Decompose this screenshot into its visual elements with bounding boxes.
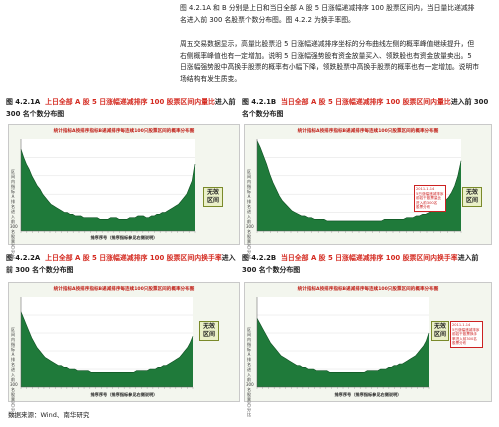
x-axis-label: 排序序号（排序指标参见右侧说明） xyxy=(90,392,158,397)
chart-panel-4-2-2a: 统计指标A按排序指标B递减排序每连续100只股票区间的概率分布图 区间内指标A排… xyxy=(8,282,240,417)
y-axis-label: 区间内指标A排名进入前300名股票百分比 xyxy=(10,169,18,259)
body-paragraph-1: 图 4.2.1A 和 B 分别是上日和当日全部 A 股 5 日涨幅递减排序 10… xyxy=(180,4,475,24)
data-source-note: 数据来源：Wind、南华研究 xyxy=(8,411,90,419)
y-axis-label: 区间内指标A排名进入前300名股票百分比 xyxy=(246,327,254,417)
series-area xyxy=(21,149,195,231)
invalid-range-badge: 无效 区间 xyxy=(462,187,482,207)
chart-title: 统计指标A按排序指标B递减排序每连续100只股票区间的概率分布图 xyxy=(53,129,195,134)
invalid-range-badge: 无效 区间 xyxy=(199,321,219,341)
series-line xyxy=(20,311,194,373)
series-line xyxy=(256,140,462,222)
series-line xyxy=(256,318,430,373)
invalid-range-badge: 无效 区间 xyxy=(431,321,449,341)
chart-title: 统计指标A按排序指标B递减排序每连续100只股票区间的概率分布图 xyxy=(53,287,195,292)
series-area xyxy=(257,140,461,231)
y-axis-label: 区间内指标A排名进入前300名股票百分比 xyxy=(10,327,18,417)
x-axis-label: 排序序号（排序指标参见右侧说明） xyxy=(334,392,402,397)
body-paragraph-2: 周五交易数据显示，高量比股票沿 5 日涨幅递减排序坐标的分布曲线左侧的概率峰值继… xyxy=(180,40,480,83)
area-chart xyxy=(20,139,196,233)
chart-title: 统计指标A按排序指标B递减排序每连续100只股票区间的概率分布图 xyxy=(297,287,439,292)
series-area xyxy=(21,311,193,387)
chart-annotation: 2011.1.14 5日涨幅递减排序 前若干股票量比 进入前300名 股票分布 xyxy=(414,185,446,212)
chart-panel-4-2-2b: 统计指标A按排序指标B递减排序每连续100只股票区间的概率分布图 区间内指标A排… xyxy=(244,282,492,417)
x-axis-label: 排序序号（排序指标参见右侧说明） xyxy=(90,235,158,240)
figure-caption-4-2-2a: 图 4.2.2A 上日全部 A 股 5 日涨幅递减排序 100 股票区间内换手率… xyxy=(6,254,236,274)
area-chart xyxy=(256,297,430,389)
invalid-range-badge: 无效 区间 xyxy=(203,187,223,207)
chart-panel-4-2-1a: 统计指标A按排序指标B递减排序每连续100只股票区间的概率分布图 区间内指标A排… xyxy=(8,124,240,259)
chart-title: 统计指标A按排序指标B递减排序每连续100只股票区间的概率分布图 xyxy=(297,129,439,134)
figure-caption-4-2-2b: 图 4.2.2B 当日全部 A 股 5 日涨幅递减排序 100 股票区间内换手率… xyxy=(242,254,479,274)
chart-panel-4-2-1b: 统计指标A按排序指标B递减排序每连续100只股票区间的概率分布图 区间内指标A排… xyxy=(244,124,492,259)
area-chart xyxy=(256,139,462,233)
series-line xyxy=(20,148,196,220)
area-chart xyxy=(20,297,194,389)
y-axis-label: 区间内指标A排名进入前300名股票百分比 xyxy=(246,169,254,259)
figure-caption-4-2-1b: 图 4.2.1B 当日全部 A 股 5 日涨幅递减排序 100 股票区间内量比进… xyxy=(242,98,489,118)
chart-annotation: 2011.1.14 5日涨幅递减排序 前若干股票换手 率进入前300名 股票分布 xyxy=(450,321,483,348)
figure-caption-4-2-1a: 图 4.2.1A 上日全部 A 股 5 日涨幅递减排序 100 股票区间内量比进… xyxy=(6,98,236,118)
series-area xyxy=(257,318,429,387)
